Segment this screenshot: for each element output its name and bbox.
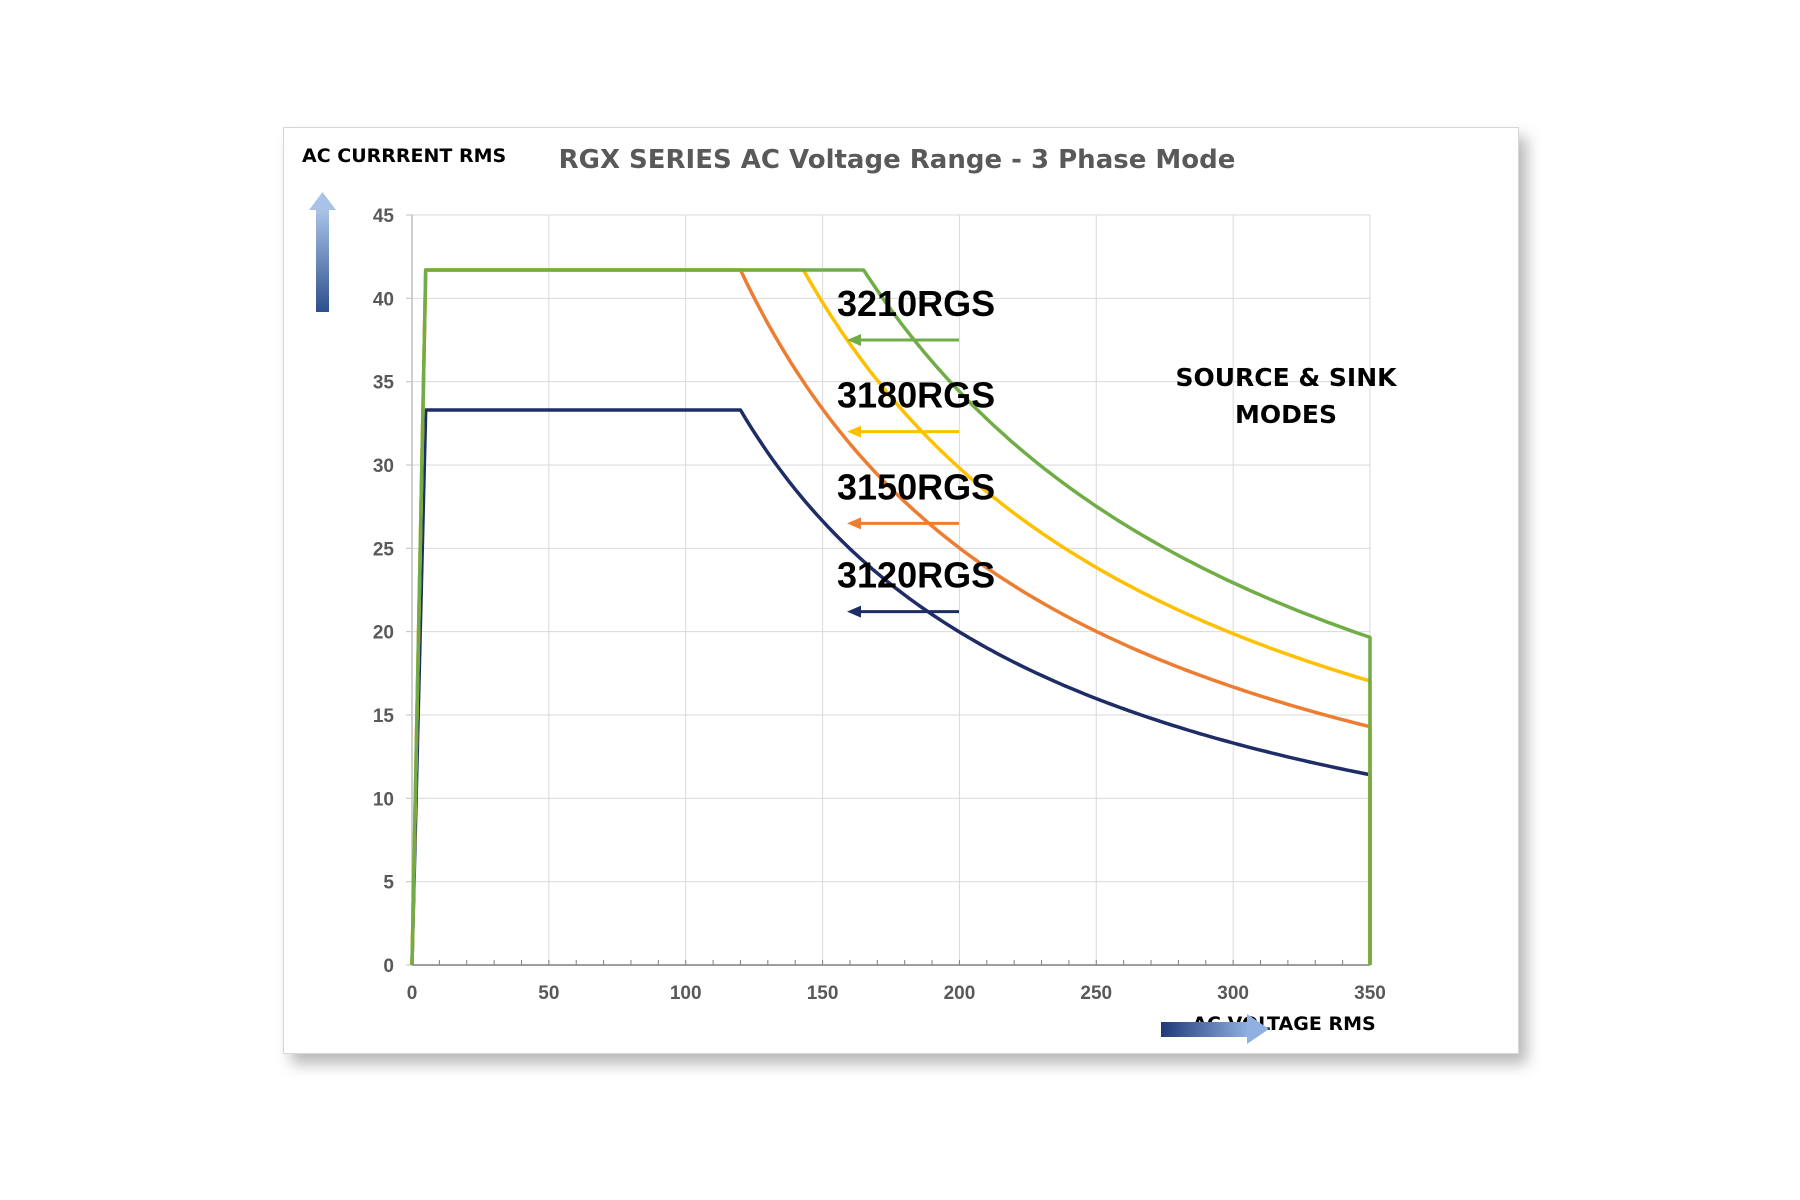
y-tick-label: 25 <box>373 539 395 560</box>
series-line-3120rgs <box>410 408 1372 966</box>
x-tick-label: 250 <box>1080 983 1112 1004</box>
chart-frame: RGX SERIES AC Voltage Range - 3 Phase Mo… <box>283 127 1519 1054</box>
series-arrow-head-3210rgs <box>847 334 861 346</box>
series-label-3150rgs: 3150RGS <box>837 466 995 507</box>
y-tick-label: 30 <box>373 456 394 477</box>
y-axis-arrow-icon <box>309 192 336 312</box>
y-tick-label: 0 <box>383 956 394 977</box>
series-label-3210rgs: 3210RGS <box>837 283 995 324</box>
grid <box>412 214 1371 965</box>
series <box>410 268 1372 966</box>
series-arrow-head-3150rgs <box>847 517 861 530</box>
series-label-3180rgs: 3180RGS <box>837 375 995 416</box>
x-tick-label: 200 <box>944 983 976 1004</box>
x-tick-label: 50 <box>538 983 559 1004</box>
x-tick-label: 100 <box>670 983 702 1004</box>
series-line-3180rgs <box>410 268 1372 966</box>
y-tick-label: 5 <box>383 873 394 894</box>
axes <box>406 214 1371 966</box>
series-arrow-head-3180rgs <box>847 425 861 438</box>
x-tick-labels: 0 50 100 150 200 250 300 350 <box>407 983 1386 1004</box>
series-labels: 3210RGS 3180RGS 3150RGS 3120RGS <box>837 283 995 618</box>
x-tick-label: 350 <box>1354 983 1386 1004</box>
x-tick-label: 0 <box>407 983 418 1004</box>
series-label-3120rgs: 3120RGS <box>837 555 995 596</box>
y-tick-label: 10 <box>373 789 394 810</box>
x-tick-label: 300 <box>1217 983 1249 1004</box>
y-tick-label: 35 <box>373 373 395 394</box>
chart-svg: RGX SERIES AC Voltage Range - 3 Phase Mo… <box>302 145 1398 1044</box>
x-axis-arrow-icon <box>1161 1014 1269 1044</box>
series-arrow-head-3120rgs <box>847 605 861 618</box>
y-tick-label: 15 <box>373 706 395 727</box>
y-tick-label: 40 <box>373 289 394 310</box>
series-line-3150rgs <box>410 268 1372 966</box>
y-axis-label: AC CURRRENT RMS <box>302 145 506 167</box>
y-tick-label: 45 <box>373 206 395 227</box>
x-tick-label: 150 <box>807 983 839 1004</box>
series-line-3210rgs <box>410 268 1372 966</box>
y-tick-labels: 0 5 10 15 20 25 30 35 40 45 <box>373 206 395 977</box>
y-tick-label: 20 <box>373 623 394 644</box>
chart-title: RGX SERIES AC Voltage Range - 3 Phase Mo… <box>559 145 1236 175</box>
mode-note-line2: MODES <box>1235 400 1337 429</box>
mode-note-line1: SOURCE & SINK <box>1175 363 1398 392</box>
